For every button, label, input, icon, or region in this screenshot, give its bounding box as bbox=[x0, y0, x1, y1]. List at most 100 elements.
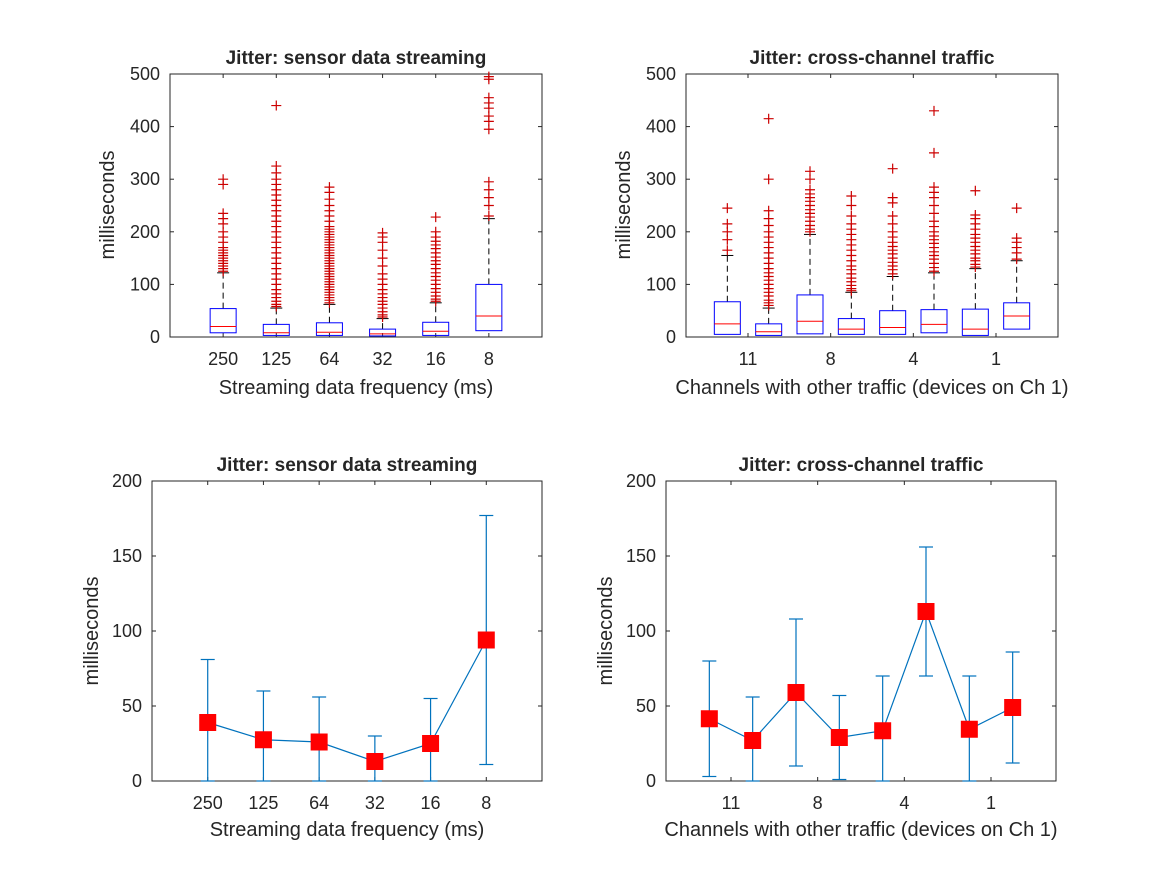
x-tick-label: 8 bbox=[813, 793, 823, 813]
chart-panel-sensor-errorbar: Jitter: sensor data streaming Streaming … bbox=[81, 455, 543, 841]
plot-area bbox=[685, 73, 1059, 338]
y-tick-label: 300 bbox=[646, 169, 676, 189]
data-marker bbox=[1004, 699, 1022, 716]
y-tick-label: 100 bbox=[130, 274, 160, 294]
data-marker bbox=[422, 735, 440, 752]
box bbox=[961, 308, 989, 336]
data-marker bbox=[787, 684, 805, 701]
y-tick-label: 200 bbox=[112, 471, 142, 491]
y-tick-label: 200 bbox=[130, 222, 160, 242]
outlier-point bbox=[887, 163, 898, 174]
outlier-point bbox=[929, 105, 939, 116]
outlier-point bbox=[1011, 233, 1022, 244]
x-tick-label: 8 bbox=[484, 349, 494, 369]
box bbox=[796, 294, 824, 335]
outlier-point bbox=[483, 92, 494, 103]
outlier-point bbox=[722, 203, 733, 214]
y-axis-label: milliseconds bbox=[595, 577, 617, 686]
x-tick-label: 11 bbox=[722, 793, 741, 813]
data-marker bbox=[366, 753, 384, 770]
chart-title: Jitter: cross-channel traffic bbox=[750, 48, 995, 69]
outlier-point bbox=[846, 191, 857, 202]
x-tick-label: 8 bbox=[481, 793, 491, 813]
outlier-point bbox=[763, 113, 774, 124]
outlier-point bbox=[763, 205, 774, 216]
x-tick-label: 64 bbox=[309, 793, 329, 813]
outlier-point bbox=[846, 200, 857, 211]
data-marker bbox=[874, 722, 892, 740]
box bbox=[209, 308, 237, 334]
y-tick-label: 0 bbox=[666, 327, 676, 347]
y-tick-label: 200 bbox=[646, 222, 676, 242]
y-tick-label: 400 bbox=[130, 117, 160, 137]
x-tick-label: 32 bbox=[373, 349, 393, 369]
box bbox=[755, 323, 783, 336]
chart-title: Jitter: cross-channel traffic bbox=[739, 455, 984, 476]
y-axis-label: milliseconds bbox=[81, 577, 103, 686]
chart-title: Jitter: sensor data streaming bbox=[217, 455, 478, 476]
outlier-point bbox=[218, 174, 229, 185]
x-axis-label: Streaming data frequency (ms) bbox=[210, 819, 485, 841]
y-tick-label: 400 bbox=[646, 117, 676, 137]
x-tick-label: 16 bbox=[426, 349, 446, 369]
outlier-point bbox=[483, 176, 494, 187]
x-tick-label: 125 bbox=[261, 349, 291, 369]
chart-title: Jitter: sensor data streaming bbox=[226, 48, 487, 69]
outlier-point bbox=[722, 245, 733, 256]
y-tick-label: 150 bbox=[626, 546, 656, 566]
y-axis-label: milliseconds bbox=[613, 151, 635, 260]
x-tick-label: 1 bbox=[991, 349, 1001, 369]
x-axis-label: Channels with other traffic (devices on … bbox=[675, 377, 1068, 399]
chart-panel-cross-channel-boxplot: Jitter: cross-channel traffic Channels w… bbox=[613, 48, 1069, 399]
box bbox=[422, 321, 450, 336]
x-tick-label: 4 bbox=[899, 793, 909, 813]
x-tick-label: 4 bbox=[908, 349, 918, 369]
data-marker bbox=[917, 603, 935, 620]
y-tick-label: 200 bbox=[626, 471, 656, 491]
y-tick-label: 100 bbox=[626, 621, 656, 641]
outlier-point bbox=[483, 211, 494, 222]
plot-area bbox=[169, 73, 543, 338]
outlier-point bbox=[483, 71, 494, 82]
outlier-point bbox=[430, 226, 441, 237]
chart-panel-sensor-boxplot: Jitter: sensor data streaming Streaming … bbox=[97, 48, 543, 399]
outlier-point bbox=[722, 218, 733, 229]
plot-area bbox=[665, 480, 1057, 782]
box bbox=[879, 310, 907, 335]
outlier-point bbox=[763, 174, 774, 185]
outlier-point bbox=[929, 182, 939, 193]
x-axis-label: Streaming data frequency (ms) bbox=[219, 377, 494, 399]
data-marker bbox=[830, 729, 848, 746]
box bbox=[920, 309, 948, 334]
y-tick-label: 50 bbox=[122, 696, 142, 716]
box bbox=[369, 328, 397, 337]
outlier-point bbox=[377, 227, 388, 238]
outlier-point bbox=[805, 166, 815, 177]
outlier-point bbox=[970, 209, 981, 220]
x-tick-label: 32 bbox=[365, 793, 385, 813]
y-tick-label: 100 bbox=[646, 274, 676, 294]
box bbox=[713, 301, 741, 335]
data-marker bbox=[254, 731, 272, 749]
x-tick-label: 64 bbox=[319, 349, 339, 369]
data-marker bbox=[477, 631, 495, 649]
x-tick-label: 250 bbox=[208, 349, 238, 369]
outlier-point bbox=[271, 161, 282, 172]
data-marker bbox=[744, 732, 762, 749]
y-tick-label: 500 bbox=[130, 64, 160, 84]
series-line bbox=[207, 639, 487, 763]
box bbox=[262, 323, 290, 336]
y-axis-label: milliseconds bbox=[97, 151, 119, 260]
data-marker bbox=[960, 720, 978, 738]
y-tick-label: 50 bbox=[636, 696, 656, 716]
x-tick-label: 125 bbox=[248, 793, 278, 813]
outlier-point bbox=[218, 208, 229, 219]
x-tick-label: 16 bbox=[421, 793, 441, 813]
outlier-point bbox=[846, 211, 857, 222]
data-marker bbox=[310, 733, 328, 751]
outlier-point bbox=[970, 185, 981, 196]
outlier-point bbox=[929, 147, 939, 158]
data-marker bbox=[199, 714, 217, 731]
outlier-point bbox=[430, 212, 441, 223]
